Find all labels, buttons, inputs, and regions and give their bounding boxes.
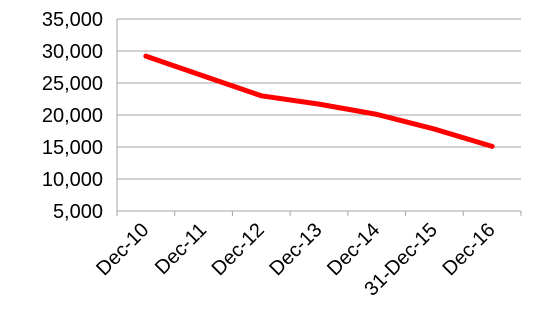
y-tick-label: 30,000 xyxy=(42,41,103,63)
y-tick-label: 15,000 xyxy=(42,137,103,159)
x-tick-label: Dec-16 xyxy=(439,219,500,280)
y-tick-label: 5,000 xyxy=(53,201,103,223)
x-tick-labels: Dec-10Dec-11Dec-12Dec-13Dec-1431-Dec-15D… xyxy=(92,219,499,301)
y-tick-label: 25,000 xyxy=(42,73,103,95)
series-layer xyxy=(143,53,495,149)
y-tick-label: 35,000 xyxy=(42,9,103,31)
axes xyxy=(116,19,522,216)
y-tick-label: 10,000 xyxy=(42,169,103,191)
x-tick-label: Dec-13 xyxy=(265,219,326,280)
x-tick-label: Dec-11 xyxy=(151,219,211,279)
x-tick-label: Dec-12 xyxy=(208,219,269,280)
x-tick-label: Dec-10 xyxy=(92,219,153,280)
y-tick-label: 20,000 xyxy=(42,105,103,127)
y-tick-labels: 5,000 10,000 15,000 20,000 25,000 30,000 35,00… xyxy=(42,9,103,223)
series-line xyxy=(143,53,495,149)
grid-lines xyxy=(117,18,521,180)
